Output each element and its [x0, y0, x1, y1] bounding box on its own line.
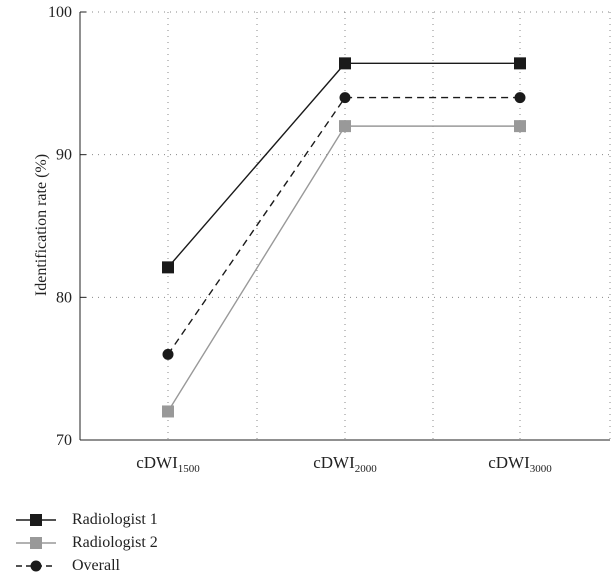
y-tick-labels: 70 80 90 100 — [48, 4, 72, 449]
x-tick-label: cDWI1500 — [136, 453, 200, 475]
x-tick-label: cDWI3000 — [488, 453, 552, 475]
legend-item: Radiologist 1 — [14, 508, 158, 531]
legend-marker — [30, 560, 42, 571]
axes — [79, 11, 610, 441]
legend-item: Radiologist 2 — [14, 531, 158, 554]
data-point — [339, 120, 351, 133]
y-tick-label: 100 — [48, 4, 72, 21]
legend-swatch — [16, 560, 56, 571]
series-3 — [162, 92, 526, 360]
legend-item: Overall — [14, 554, 158, 577]
y-tick-label: 90 — [56, 147, 72, 164]
legend-marker — [30, 513, 42, 526]
data-point — [162, 261, 174, 274]
legend-swatch — [16, 536, 56, 549]
legend-marker — [30, 536, 42, 549]
series-1 — [162, 57, 526, 274]
data-point — [339, 92, 351, 104]
grid-lines — [80, 11, 611, 440]
legend-label: Overall — [72, 556, 120, 574]
data-series — [162, 57, 526, 418]
series-line — [167, 125, 520, 412]
legend-label: Radiologist 1 — [72, 510, 158, 528]
x-tick-labels: cDWI1500 cDWI2000 cDWI3000 — [136, 453, 552, 475]
data-point — [514, 92, 526, 104]
y-axis-label: Identification rate (%) — [33, 154, 50, 296]
series-line — [167, 96, 520, 355]
legend-swatch — [16, 513, 56, 526]
x-tick-label: cDWI2000 — [313, 453, 377, 475]
legend: Radiologist 1 Radiologist 2 Overall — [14, 508, 158, 577]
y-tick-label: 80 — [56, 289, 72, 306]
data-point — [514, 120, 526, 133]
line-chart: 70 80 90 100 cDWI1500 cDWI2000 cDWI3000 Ident… — [33, 4, 611, 475]
data-point — [162, 405, 174, 418]
legend-label: Radiologist 2 — [72, 533, 158, 551]
data-point — [339, 57, 351, 70]
y-tick-label: 70 — [56, 432, 72, 449]
series-2 — [162, 120, 526, 418]
data-point — [514, 57, 526, 70]
data-point — [162, 348, 174, 360]
